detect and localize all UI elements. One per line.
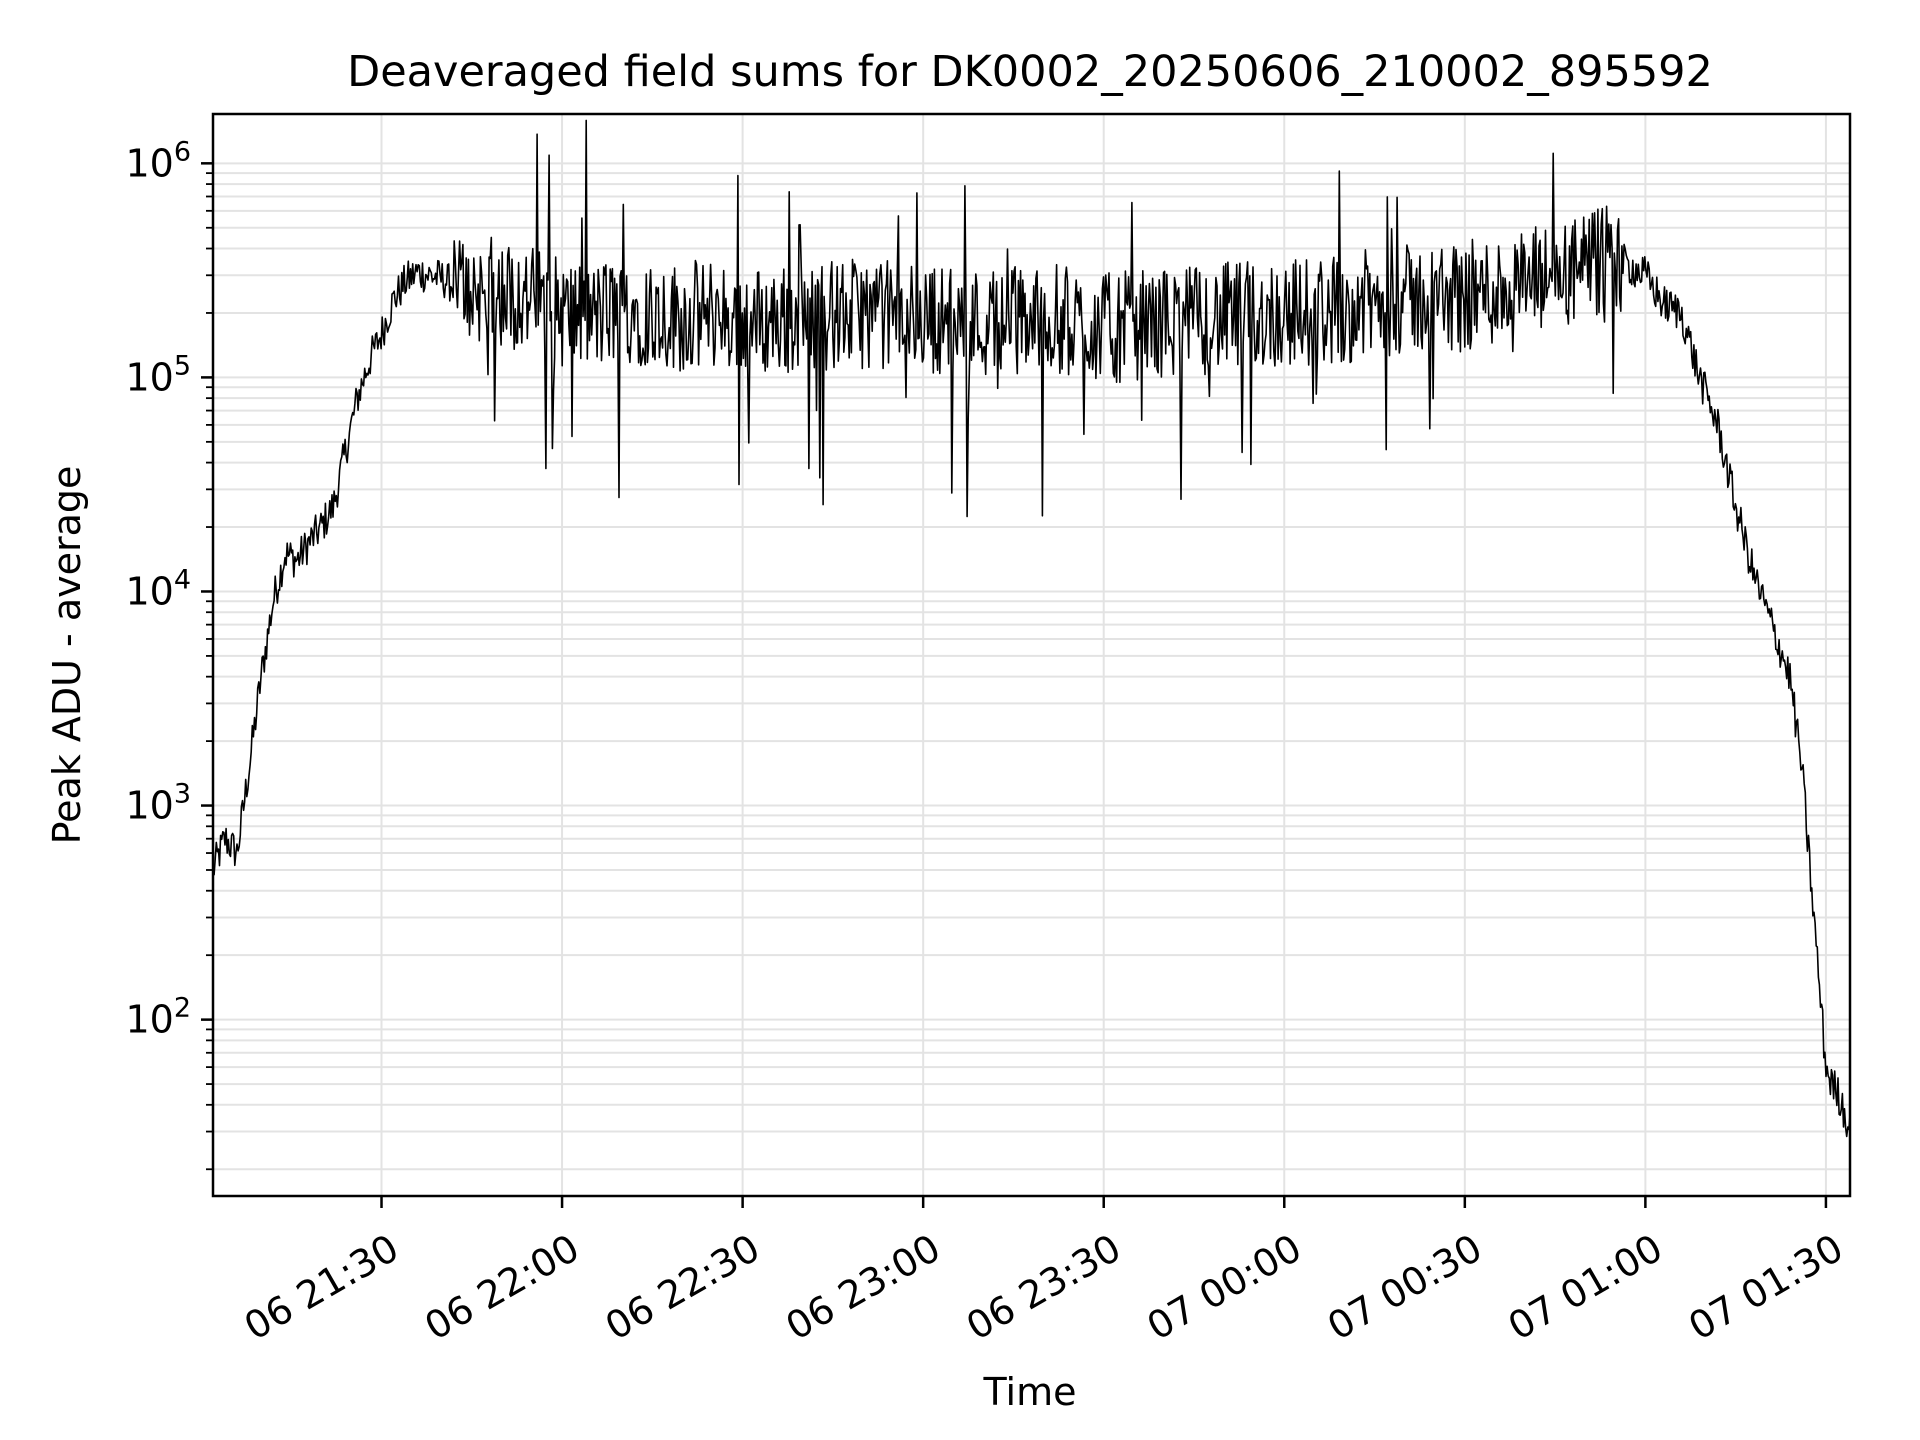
y-tick-label: 104 xyxy=(125,564,191,613)
y-tick-label: 103 xyxy=(125,779,191,828)
x-tick-label: 07 01:00 xyxy=(1501,1226,1670,1349)
series-layer xyxy=(212,119,1851,1138)
y-tick-label: 106 xyxy=(125,136,191,185)
x-tick-label: 06 23:00 xyxy=(778,1226,947,1349)
x-tick-label: 06 21:30 xyxy=(237,1226,406,1349)
x-tick-label: 07 01:30 xyxy=(1681,1226,1850,1349)
chart-title: Deaveraged field sums for DK0002_2025060… xyxy=(347,47,1713,97)
x-tick-label: 07 00:00 xyxy=(1140,1226,1309,1349)
y-axis-label: Peak ADU - average xyxy=(45,466,89,845)
x-tick-label: 06 22:30 xyxy=(598,1226,767,1349)
x-tick-label: 06 23:30 xyxy=(959,1226,1128,1349)
y-tick-label: 102 xyxy=(125,993,191,1042)
series-line xyxy=(212,119,1851,1138)
plot-frame xyxy=(211,112,1852,1198)
x-axis: 06 21:30 06 22:00 06 22:30 06 23:00 06 23:30… xyxy=(237,1196,1850,1349)
x-tick-label: 07 00:30 xyxy=(1320,1226,1489,1349)
y-axis: 102 103 104 105 106 xyxy=(125,136,213,1171)
x-tick-label: 06 22:00 xyxy=(417,1226,586,1349)
y-tick-label: 105 xyxy=(125,350,191,399)
x-axis-label: Time xyxy=(983,1370,1077,1414)
